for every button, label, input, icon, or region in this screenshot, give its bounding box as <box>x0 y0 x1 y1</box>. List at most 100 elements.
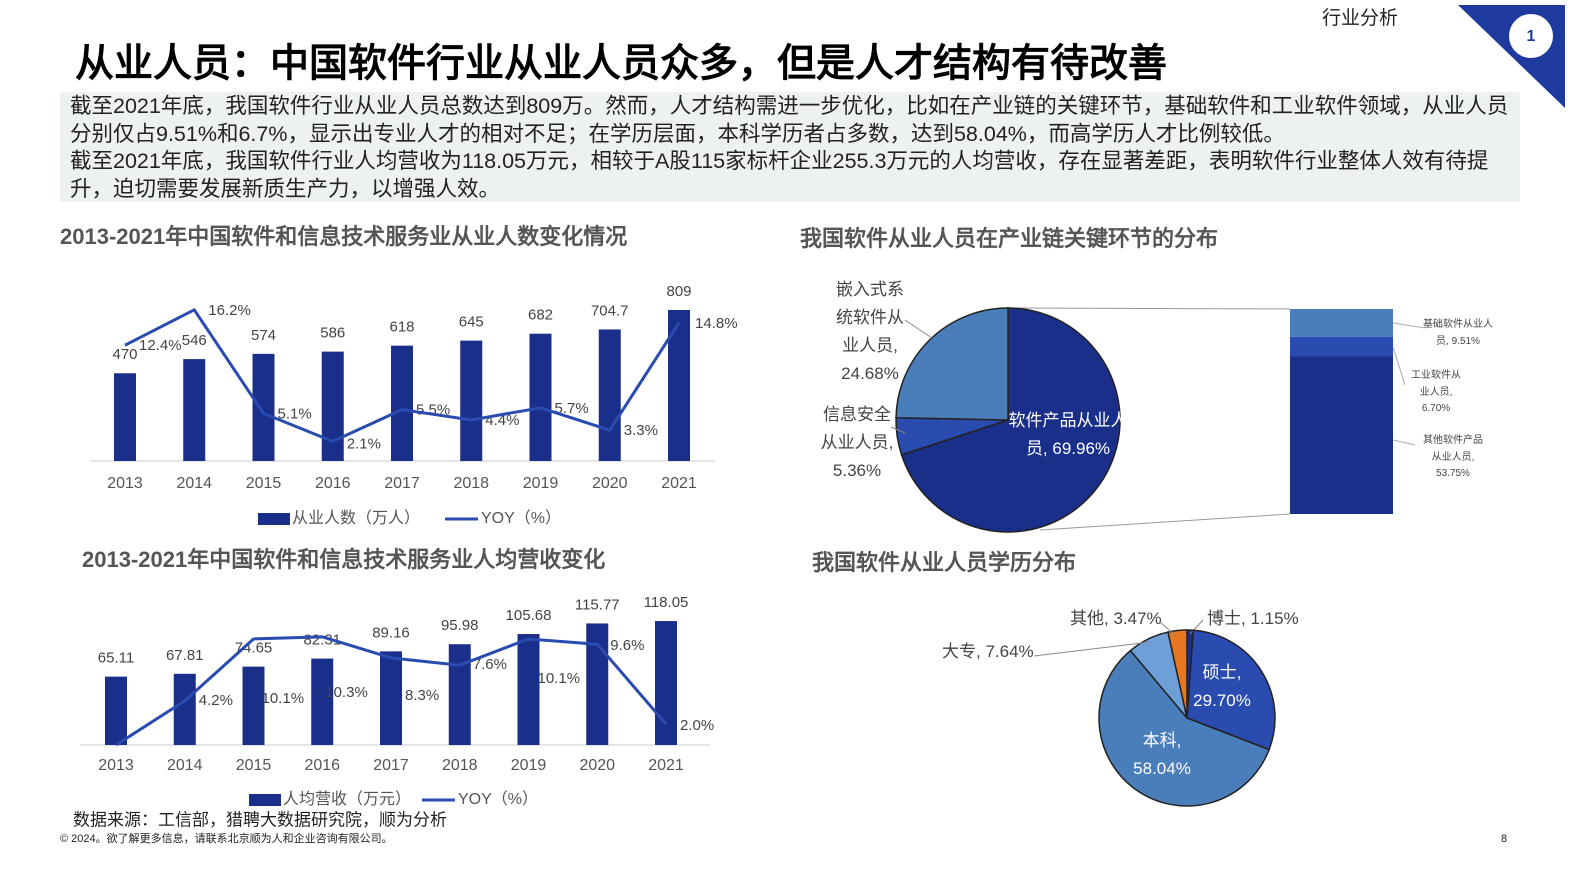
x-tick-label: 2017 <box>373 757 409 774</box>
bar <box>242 666 265 745</box>
x-tick-label: 2019 <box>523 475 559 492</box>
line-value-label: 3.3% <box>624 422 658 439</box>
bar-value-label: 65.11 <box>98 650 134 667</box>
pie-label: 本科, 58.04% <box>1133 731 1191 778</box>
line-value-label: 10.1% <box>538 670 581 687</box>
bar <box>380 651 402 745</box>
bar-value-label: 546 <box>182 332 207 349</box>
section-label: 行业分析 <box>1322 7 1398 29</box>
line-value-label: 10.1% <box>262 690 305 707</box>
summary-paragraph: 截至2021年底，我国软件行业人均营收为118.05万元，相较于A股115家标杆… <box>70 149 1489 201</box>
bar-value-label: 574 <box>251 327 276 344</box>
x-tick-label: 2017 <box>384 475 420 492</box>
breakdown-bar <box>1290 356 1393 514</box>
line-value-label: 16.2% <box>208 302 251 319</box>
pie-slice <box>1186 629 1276 751</box>
bar <box>517 634 540 745</box>
bar-value-label: 115.77 <box>575 596 620 613</box>
breakdown-bar <box>1290 336 1393 357</box>
leader-line <box>890 426 906 434</box>
pie-label: 软件产品从业人员, 69.96% <box>1008 411 1128 458</box>
chart-title: 我国软件从业人员在产业链关键环节的分布 <box>800 226 1218 251</box>
pie-slice <box>895 307 1009 421</box>
bar-value-label: 105.68 <box>506 607 552 624</box>
line-value-label: 4.2% <box>199 692 233 709</box>
bar-value-label: 618 <box>389 319 414 336</box>
breakdown-bar <box>1290 309 1393 337</box>
leader-line <box>1392 439 1416 446</box>
bar <box>105 676 127 745</box>
line-value-label: 2.0% <box>680 717 714 734</box>
pie-label: 信息安全从业人员, 5.36% <box>820 405 894 480</box>
x-tick-label: 2021 <box>648 757 684 774</box>
summary: 截至2021年底，我国软件行业从业人员总数达到809万。然而，人才结构需进一步优… <box>70 93 1518 203</box>
leader-line <box>904 319 933 339</box>
x-tick-label: 2015 <box>236 757 272 774</box>
legend-swatch <box>249 794 281 806</box>
bar <box>655 621 677 745</box>
bar <box>529 333 552 461</box>
bar <box>460 340 483 461</box>
pie-slice <box>900 307 1121 533</box>
legend-label: YOY（%） <box>458 790 538 808</box>
bar <box>321 351 344 461</box>
x-tick-label: 2019 <box>511 757 547 774</box>
line <box>124 308 681 443</box>
bar <box>183 359 206 461</box>
chart-title: 我国软件从业人员学历分布 <box>812 550 1076 575</box>
summary-paragraph: 截至2021年底，我国软件行业从业人员总数达到809万。然而，人才结构需进一步优… <box>70 94 1509 146</box>
bar <box>391 345 413 461</box>
legend-label: 从业人数（万人） <box>292 509 420 527</box>
line-value-label: 5.1% <box>278 405 312 422</box>
bar-value-label: 67.81 <box>166 647 204 664</box>
connector-line <box>1007 307 1291 310</box>
bar-value-label: 470 <box>112 346 137 363</box>
bar <box>114 373 136 461</box>
bar-value-label: 809 <box>666 283 691 300</box>
badge-circle <box>1509 14 1553 58</box>
pie-label: 硕士, 29.70% <box>1193 663 1251 710</box>
bar-value-label: 704.7 <box>591 302 629 319</box>
x-tick-label: 2013 <box>98 757 134 774</box>
pie-slice <box>1167 629 1188 719</box>
chart-title: 2013-2021年中国软件和信息技术服务业人均营收变化 <box>82 547 605 572</box>
x-tick-label: 2020 <box>579 757 615 774</box>
x-tick-label: 2018 <box>442 757 478 774</box>
line-value-label: 7.6% <box>473 656 507 673</box>
x-tick-label: 2020 <box>592 475 628 492</box>
pie-label: 其他, 3.47% <box>1070 609 1162 628</box>
connector-line <box>1039 513 1291 531</box>
bar-value-label: 645 <box>459 314 484 331</box>
pie-label: 大专, 7.64% <box>942 642 1034 661</box>
bar <box>586 623 609 745</box>
bar-value-label: 586 <box>320 325 345 342</box>
source-note: 数据来源：工信部，猎聘大数据研究院，顺为分析 <box>73 810 447 829</box>
bar <box>311 658 334 745</box>
leader-line <box>1392 322 1426 329</box>
pie-label: 嵌入式系统软件从业人员, 24.68% <box>836 280 904 383</box>
line-value-label: 9.6% <box>610 637 644 654</box>
bar-value-label: 95.98 <box>441 617 479 634</box>
legend-label: YOY（%） <box>481 509 561 527</box>
line-value-label: 14.8% <box>695 315 738 332</box>
copyright: © 2024。欲了解更多信息，请联系北京顺为人和企业咨询有限公司。 <box>60 831 393 845</box>
bar-value-label: 89.16 <box>372 624 410 641</box>
line-value-label: 5.7% <box>555 400 589 417</box>
leader-line <box>1159 621 1177 637</box>
breakdown-label: 基础软件从业人员, 9.51% <box>1423 319 1493 347</box>
leader-line <box>1392 346 1406 386</box>
leader-line <box>1189 619 1204 635</box>
bar <box>668 309 690 461</box>
page-badge: 1 <box>1527 28 1536 45</box>
x-tick-label: 2014 <box>167 757 203 774</box>
breakdown-label: 工业软件从业人员, 6.70% <box>1411 370 1461 414</box>
line-value-label: 12.4% <box>139 337 182 354</box>
page-title: 从业人员：中国软件行业从业人员众多，但是人才结构有待改善 <box>75 42 1167 85</box>
x-tick-label: 2016 <box>304 757 340 774</box>
line-value-label: 8.3% <box>405 687 439 704</box>
bar <box>252 353 275 461</box>
legend-swatch <box>258 513 290 525</box>
bar <box>448 644 471 745</box>
line-value-label: 10.3% <box>325 684 368 701</box>
